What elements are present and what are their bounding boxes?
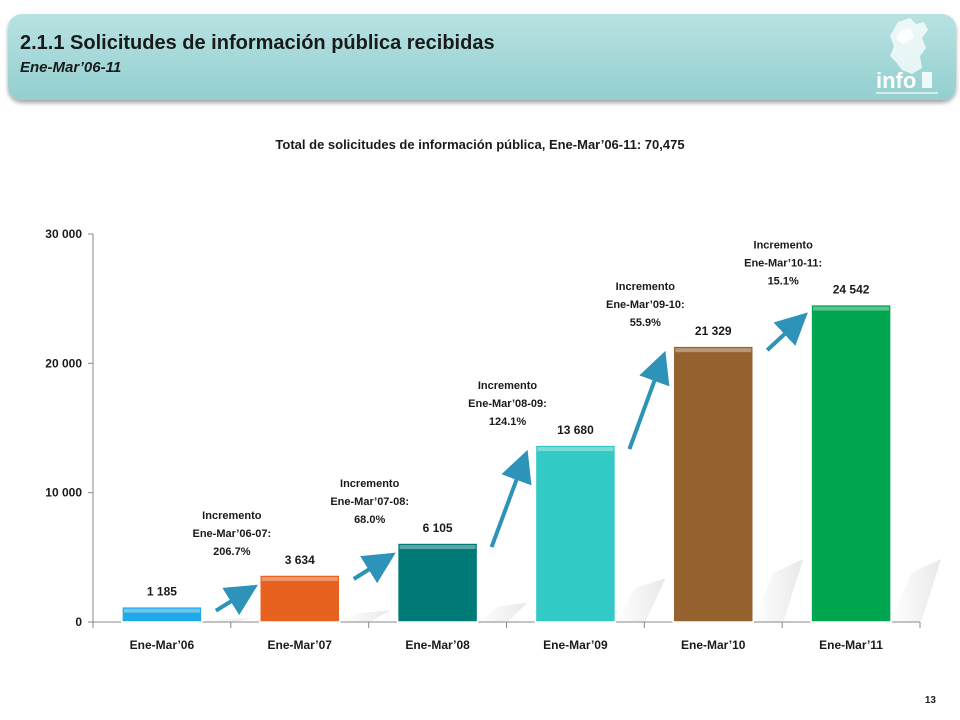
- x-category-label: Ene-Mar’08: [405, 638, 470, 652]
- increment-arrow: [765, 312, 808, 352]
- bar-value-label: 6 105: [423, 521, 453, 535]
- increment-arrow: [489, 449, 532, 548]
- bar-4: [534, 444, 617, 623]
- x-category-label: Ene-Mar’07: [268, 638, 333, 652]
- y-tick-label: 20 000: [45, 356, 82, 370]
- page-subtitle: Ene-Mar’06-11: [20, 59, 122, 76]
- bar-highlight: [123, 608, 200, 613]
- x-category-label: Ene-Mar’06: [130, 638, 195, 652]
- increment-annotation-line: 124.1%: [489, 416, 527, 428]
- increment-annotation-line: Ene-Mar’10-11:: [744, 258, 822, 270]
- bar-shadow: [201, 618, 252, 622]
- page-number: 13: [924, 695, 936, 706]
- page-title: 2.1.1 Solicitudes de información pública…: [20, 32, 495, 54]
- increment-annotation-line: Incremento: [340, 478, 400, 490]
- bar-shadow: [891, 559, 942, 622]
- increment-annotation-line: Ene-Mar’07-08:: [330, 496, 409, 508]
- bar-5: [672, 345, 754, 623]
- increment-annotation-line: Ene-Mar’09-10:: [606, 299, 685, 311]
- bar-shadow: [615, 578, 666, 622]
- x-category-label: Ene-Mar’10: [681, 638, 746, 652]
- increment-annotation-line: Ene-Mar’06-07:: [192, 528, 271, 540]
- bar-highlight: [537, 447, 614, 452]
- increment-annotation-line: 15.1%: [768, 276, 799, 288]
- bar-3: [396, 542, 479, 623]
- chart-title: Total de solicitudes de información públ…: [275, 137, 685, 152]
- increment-annotation-line: Incremento: [754, 240, 814, 252]
- increment-annotation-line: 206.7%: [213, 546, 251, 558]
- bar-6: [810, 303, 892, 623]
- bar-shadow: [339, 610, 390, 622]
- increment-arrow: [627, 350, 670, 450]
- y-tick-label: 30 000: [45, 227, 82, 241]
- bar-highlight: [675, 348, 752, 353]
- slide-header: 2.1.1 Solicitudes de información pública…: [8, 14, 956, 100]
- increment-arrow: [352, 552, 396, 584]
- increment-annotation-line: 55.9%: [630, 317, 661, 329]
- bar-chart: 0 10 000 20 000 30 000 1 185 Ene-Mar’06 3 634…: [45, 227, 942, 652]
- bar-value-label: 3 634: [285, 553, 315, 567]
- bar-value-label: 24 542: [833, 283, 870, 297]
- increment-annotation-line: Incremento: [616, 281, 676, 293]
- bar-highlight: [399, 545, 476, 550]
- bar-value-label: 13 680: [557, 423, 594, 437]
- bar-value-label: 1 185: [147, 585, 177, 599]
- y-tick-label: 10 000: [45, 486, 82, 500]
- x-category-label: Ene-Mar’09: [543, 638, 608, 652]
- increment-arrow: [214, 584, 258, 616]
- bar-shadow: [753, 559, 804, 622]
- bar-2: [259, 574, 341, 623]
- info-logo: info: [876, 18, 938, 94]
- bar-value-label: 21 329: [695, 324, 732, 338]
- bar-1: [121, 605, 203, 623]
- bar-shadow: [477, 602, 528, 622]
- bar-highlight: [261, 577, 338, 582]
- increment-annotation-line: 68.0%: [354, 514, 385, 526]
- logo-text: info: [876, 68, 916, 93]
- bar-highlight: [813, 306, 890, 311]
- increment-annotation-line: Incremento: [202, 510, 262, 522]
- y-tick-label: 0: [75, 615, 82, 629]
- x-category-label: Ene-Mar’11: [819, 638, 883, 652]
- increment-annotation-line: Ene-Mar’08-09:: [468, 398, 547, 410]
- increment-annotation-line: Incremento: [478, 380, 538, 392]
